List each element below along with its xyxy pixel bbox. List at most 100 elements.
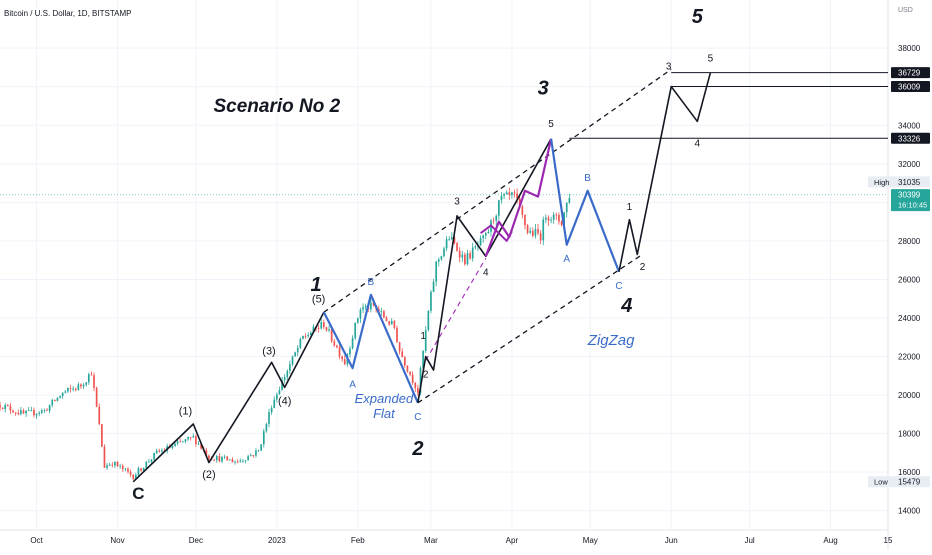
candle xyxy=(72,385,74,392)
candle-body xyxy=(372,302,375,306)
candle-body xyxy=(458,250,461,258)
candle-body xyxy=(565,202,568,213)
candle-body xyxy=(534,229,537,236)
candle xyxy=(20,406,22,416)
candle xyxy=(406,365,409,373)
candle xyxy=(409,371,411,377)
wave-label: B xyxy=(368,277,375,288)
candle-body xyxy=(192,436,195,438)
candle xyxy=(223,454,226,460)
candle-body xyxy=(419,367,422,393)
candle xyxy=(148,458,150,463)
x-tick-label: Mar xyxy=(424,536,438,545)
candle xyxy=(33,407,35,418)
candle-body xyxy=(390,320,393,325)
candle-body xyxy=(296,347,299,353)
wave-label: A xyxy=(349,379,356,390)
candle xyxy=(291,355,294,367)
wave-label: A xyxy=(563,254,570,265)
candle xyxy=(46,407,48,411)
wave1-impulse-path xyxy=(132,311,325,483)
y-tick-label: 38000 xyxy=(898,44,921,53)
wave-label: 4 xyxy=(483,268,489,279)
candle xyxy=(336,344,338,349)
candle-body xyxy=(362,307,364,310)
candle xyxy=(500,192,503,204)
candle-body xyxy=(309,332,312,335)
candle-body xyxy=(450,237,453,239)
candle-body xyxy=(184,439,187,442)
y-tick-label: 34000 xyxy=(898,121,921,130)
candle-body xyxy=(289,364,291,371)
candle xyxy=(450,232,453,241)
candle xyxy=(362,303,364,313)
candle xyxy=(114,461,116,469)
candle xyxy=(189,436,192,441)
candle-body xyxy=(323,322,325,328)
candle-body xyxy=(33,409,35,416)
candle-body xyxy=(137,468,140,475)
candle-body xyxy=(236,461,239,463)
candle-body xyxy=(255,450,257,456)
candle xyxy=(244,460,247,464)
candle-body xyxy=(244,460,247,462)
x-tick-label: 15 xyxy=(884,536,893,545)
candle xyxy=(424,326,427,354)
candle-body xyxy=(132,474,135,479)
candle-body xyxy=(500,195,503,201)
candle xyxy=(40,408,43,415)
wave-label: 2 xyxy=(411,438,423,460)
candle xyxy=(242,459,244,463)
candle xyxy=(174,442,176,447)
candle-body xyxy=(341,356,343,360)
channel-line xyxy=(417,253,643,404)
candle-body xyxy=(317,328,320,329)
candle-body xyxy=(518,198,521,207)
candle-body xyxy=(403,357,406,366)
candle-body xyxy=(283,377,286,381)
candle-body xyxy=(176,441,179,444)
candle-body xyxy=(121,465,124,470)
candle xyxy=(529,227,532,235)
candle xyxy=(98,403,101,426)
candle xyxy=(320,319,323,330)
candle xyxy=(388,321,391,327)
candle-body xyxy=(1,407,4,410)
candle xyxy=(82,383,85,390)
candle-body xyxy=(111,464,114,466)
candle xyxy=(359,307,362,323)
candle-body xyxy=(85,382,88,385)
candle-body xyxy=(396,327,398,343)
wave-label: 3 xyxy=(666,61,672,72)
candle-body xyxy=(521,206,524,215)
candle-body xyxy=(98,406,101,425)
price-tag-bg xyxy=(891,67,930,79)
candle-body xyxy=(257,450,260,452)
candle xyxy=(524,214,526,230)
candle-body xyxy=(383,311,385,318)
candle xyxy=(403,355,406,369)
candle xyxy=(349,346,351,358)
candle xyxy=(153,452,155,462)
candle xyxy=(474,244,477,250)
candle xyxy=(208,454,210,461)
candle xyxy=(542,216,545,246)
candle-body xyxy=(27,410,30,412)
candle-body xyxy=(414,382,417,389)
wave-label: (3) xyxy=(262,346,275,358)
candle-body xyxy=(411,374,414,383)
candle-body xyxy=(529,230,532,233)
candle-body xyxy=(95,387,98,407)
candle xyxy=(437,257,440,267)
candle xyxy=(221,455,223,464)
x-tick-label: Oct xyxy=(30,536,43,545)
candle xyxy=(471,242,474,262)
candle xyxy=(59,395,61,399)
candle-body xyxy=(213,459,216,461)
candle xyxy=(539,230,542,245)
candle-body xyxy=(542,219,545,241)
candle-body xyxy=(359,309,362,319)
